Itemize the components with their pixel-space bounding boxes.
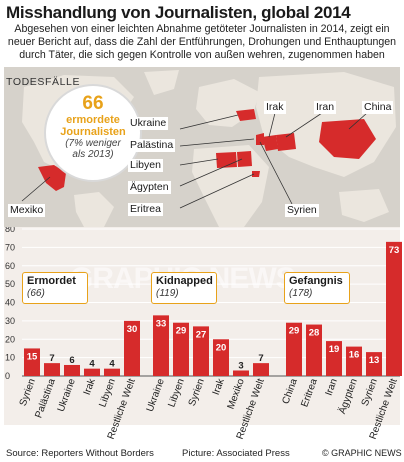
bar [24, 348, 40, 376]
landmass-south-america [74, 192, 114, 227]
bar-value-label: 4 [109, 359, 115, 370]
source-text: Source: Reporters Without Borders [6, 448, 154, 459]
callout-lines [21, 112, 368, 209]
y-tick-label: 80 [5, 227, 15, 234]
bar [326, 341, 342, 376]
bar [173, 322, 189, 376]
bar-value-label: 7 [49, 353, 54, 364]
map-label-mexiko: Mexiko [8, 204, 46, 217]
bar-value-label: 3 [238, 360, 243, 371]
country-irak [262, 135, 278, 151]
bar-value-label: 7 [258, 353, 263, 364]
bar-value-label: 16 [349, 350, 360, 361]
map-label-libyen: Libyen [128, 159, 163, 172]
group-box-kidnapped: Kidnapped (119) [151, 272, 217, 304]
badge-line2: Journalisten [60, 126, 126, 138]
picture-credit: Picture: Associated Press [182, 448, 290, 459]
bar [306, 324, 322, 376]
page-title: Misshandlung von Journalisten, global 20… [6, 3, 351, 22]
world-map-svg [21, 70, 396, 227]
bar-value-label: 20 [216, 342, 227, 353]
y-tick-label: 70 [5, 242, 15, 252]
y-tick-label: 40 [5, 298, 15, 308]
map-label-irak: Irak [264, 101, 286, 114]
bar-value-label: 28 [309, 328, 320, 339]
badge-line3: (7% weniger [65, 138, 121, 149]
chart-bars [24, 241, 402, 376]
bar [64, 364, 80, 376]
bar [233, 370, 249, 376]
country-aegypten [237, 151, 252, 167]
y-tick-label: 30 [5, 316, 15, 326]
map-label-aegypten: Ägypten [128, 181, 171, 194]
badge-line1: ermordete [66, 114, 120, 126]
group-name-ermordet: Ermordet [27, 275, 76, 287]
map-label-china: China [362, 101, 394, 114]
chart-value-labels: 15 7 6 4 4 30 33 29 27 20 3 7 29 28 19 16 13 73 [27, 245, 400, 372]
map-label-eritrea: Eritrea [128, 203, 163, 216]
bar [366, 352, 382, 376]
chart-background [4, 227, 400, 425]
todesfaelle-label: TODESFÄLLE [6, 76, 81, 88]
bar [213, 339, 229, 376]
group-count-gefangnis: (178) [289, 288, 313, 299]
country-mexico [38, 165, 66, 191]
bar-value-label: 29 [176, 326, 187, 337]
country-syrien [256, 133, 264, 145]
country-china [319, 119, 376, 159]
country-ukraine [236, 109, 256, 121]
y-tick-label: 0 [5, 371, 10, 381]
group-count-ermordet: (66) [27, 288, 45, 299]
bar-value-label: 19 [329, 344, 340, 355]
bar-value-label: 30 [127, 324, 138, 335]
bar-value-label: 13 [369, 355, 380, 366]
y-tick-label: 20 [5, 334, 15, 344]
landmass-australia [339, 189, 389, 222]
group-box-ermordet: Ermordet (66) [22, 272, 88, 304]
map-label-ukraine: Ukraine [128, 117, 169, 130]
bar [153, 315, 169, 376]
group-name-kidnapped: Kidnapped [156, 275, 213, 287]
map-label-iran: Iran [314, 101, 337, 114]
bar-value-label: 29 [289, 326, 300, 337]
bar-value-label: 27 [196, 329, 207, 340]
world-map [4, 67, 400, 227]
country-libyen [216, 152, 237, 168]
bar [193, 326, 209, 376]
bar [286, 322, 302, 376]
graphic-news-credit: © GRAPHIC NEWS [322, 448, 402, 458]
badge-number: 66 [82, 93, 104, 114]
bar-value-label: 73 [389, 245, 400, 256]
bar [253, 363, 269, 376]
intro-text: Abgesehen von einer leichten Abnahme get… [7, 23, 397, 61]
bar-value-label: 4 [89, 359, 95, 370]
group-box-gefangnis: Gefangnis (178) [284, 272, 350, 304]
bar-value-label: 6 [69, 355, 74, 366]
y-tick-label: 50 [5, 279, 15, 289]
badge-line4: als 2013) [72, 149, 114, 160]
map-label-syrien: Syrien [285, 204, 319, 217]
murdered-count-badge: 66 ermordete Journalisten (7% weniger al… [44, 84, 142, 182]
bar [44, 363, 60, 376]
bar [124, 320, 140, 376]
group-count-kidnapped: (119) [156, 288, 179, 299]
bar [84, 368, 100, 376]
group-name-gefangnis: Gefangnis [289, 275, 343, 287]
bar [386, 241, 402, 376]
bar-value-label: 33 [156, 318, 167, 329]
country-iran [276, 133, 296, 151]
country-eritrea [252, 171, 260, 177]
map-label-palaestina: Palästina [128, 139, 176, 152]
y-tick-label: 60 [5, 261, 15, 271]
bar [346, 346, 362, 376]
y-tick-label: 10 [5, 353, 15, 363]
landmass-greenland [144, 70, 179, 95]
bar-chart: 0 10 20 30 40 50 60 70 80 15 7 6 4 4 30 33 29 27 20 3 7 29 28… [4, 227, 402, 441]
bar [104, 368, 120, 376]
bar-value-label: 15 [27, 351, 38, 362]
